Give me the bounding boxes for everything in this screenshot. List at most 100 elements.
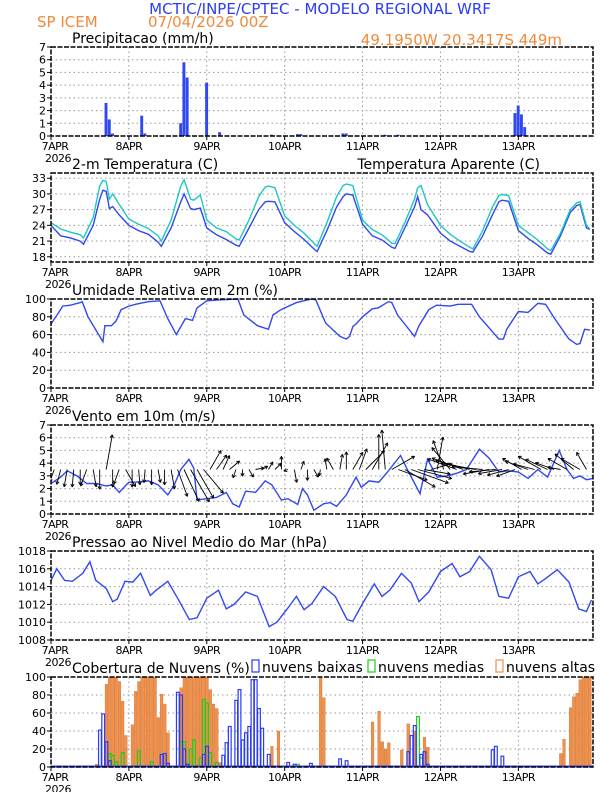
- x-tick-label: 11APR: [346, 266, 380, 279]
- wind-arrow-shaft: [51, 469, 55, 480]
- wind-arrow-head: [576, 451, 580, 455]
- wind-arrow-head: [432, 457, 436, 459]
- wind-arrow-shaft: [248, 469, 254, 478]
- wind-arrow-shaft: [313, 469, 319, 478]
- wind-arrow: [229, 460, 241, 470]
- wind-arrow: [352, 451, 364, 470]
- precip-bar: [516, 105, 520, 136]
- cloud-bar-nuvens-altas: [319, 676, 323, 767]
- precip-bar: [205, 82, 209, 136]
- wind-arrow: [110, 469, 115, 488]
- panel-frame: [50, 298, 594, 389]
- cloud-bar-nuvens-altas: [140, 676, 144, 767]
- wind-arrow-head: [303, 461, 305, 465]
- legend-label: nuvens altas: [506, 660, 595, 676]
- cloud-bar-nuvens-baixas: [162, 752, 167, 767]
- y-tick-label: 1: [39, 495, 46, 508]
- wind-arrow-head: [307, 477, 310, 481]
- wind-arrow-head: [448, 462, 453, 465]
- cloud-bar-nuvens-baixas: [166, 762, 171, 767]
- wind-arrow-head: [345, 451, 349, 456]
- wind-arrow-head: [206, 499, 210, 503]
- y-tick-label: 24: [32, 219, 46, 232]
- x-year-label: 2026: [45, 404, 71, 417]
- wind-arrow-head: [236, 460, 240, 463]
- wind-arrow: [203, 469, 224, 494]
- x-tick-label: 8APR: [115, 266, 143, 279]
- cloud-bar-nuvens-altas: [150, 676, 154, 767]
- cloud-bar-nuvens-baixas: [308, 762, 313, 767]
- precip-bar: [107, 119, 111, 136]
- wind-arrow: [317, 469, 322, 477]
- wind-arrow-head: [63, 483, 67, 488]
- header-title: MCTIC/INPE/CPTEC - MODELO REGIONAL WRF: [149, 0, 491, 18]
- wind-arrow: [547, 465, 561, 470]
- y-tick-label: 1016: [18, 563, 46, 576]
- x-tick-label: 11APR: [346, 644, 380, 657]
- series-line-0: [51, 555, 593, 628]
- wind-arrow: [560, 458, 581, 470]
- precip-bar: [185, 77, 189, 136]
- cloud-bar-nuvens-baixas: [240, 739, 245, 767]
- x-year-label: 2026: [45, 152, 71, 165]
- wind-arrow-head: [113, 481, 117, 485]
- wind-arrow: [371, 442, 389, 470]
- wind-arrow-head: [109, 434, 113, 438]
- wind-arrow-shaft: [324, 458, 328, 470]
- x-tick-label: 9APR: [193, 266, 221, 279]
- wind-arrow-shaft: [398, 469, 428, 481]
- wind-arrow-head: [171, 485, 175, 490]
- x-tick-label: 10APR: [268, 392, 302, 405]
- x-tick-label: 9APR: [193, 771, 221, 784]
- wind-arrow-head: [469, 469, 473, 473]
- wind-arrow: [391, 455, 416, 470]
- panel-title: 2-m Temperatura (C): [72, 157, 218, 173]
- y-tick-label: 4: [39, 79, 46, 92]
- wind-arrow-shaft: [209, 450, 222, 470]
- header-location: 49.1950W 20.3417S 449m: [361, 31, 562, 49]
- cloud-bar-nuvens-altas: [380, 741, 384, 767]
- wind-arrow-shaft: [183, 469, 200, 502]
- cloud-bar-nuvens-baixas: [101, 713, 106, 767]
- wind-arrow-shaft: [496, 469, 516, 477]
- wind-arrow-shaft: [487, 469, 509, 476]
- wind-arrow-shaft: [576, 452, 587, 470]
- wind-arrow-head: [448, 475, 453, 479]
- y-tick-label: 1012: [18, 598, 46, 611]
- cloud-bar-nuvens-baixas: [493, 745, 498, 767]
- header-run: 07/04/2026 00Z: [148, 13, 269, 31]
- cloud-bar-nuvens-baixas: [182, 748, 187, 767]
- wind-arrow-shaft: [63, 469, 68, 487]
- precip-bar: [344, 133, 348, 136]
- wind-arrow-head: [339, 454, 343, 458]
- cloud-bar-nuvens-altas: [166, 732, 170, 767]
- x-tick-label: 13APR: [502, 392, 536, 405]
- y-tick-label: 80: [32, 311, 46, 324]
- cloud-bar-nuvens-altas: [212, 703, 216, 767]
- panel-frame: [50, 424, 594, 515]
- cloud-bar-nuvens-baixas: [253, 679, 258, 767]
- wind-arrow-shaft: [125, 469, 136, 487]
- wind-arrow: [496, 469, 516, 478]
- wind-arrow: [105, 434, 114, 470]
- y-tick-label: 100: [25, 671, 46, 684]
- legend-label: nuvens baixas: [262, 660, 363, 676]
- x-tick-label: 13APR: [502, 771, 536, 784]
- wind-arrow-head: [93, 483, 97, 488]
- wind-arrow-head: [95, 483, 98, 487]
- y-tick-label: 80: [32, 689, 46, 702]
- precip-bar: [341, 133, 345, 136]
- y-tick-label: 33: [32, 172, 46, 185]
- wind-arrow-shaft: [381, 430, 386, 470]
- series-line-0: [51, 298, 590, 346]
- wind-arrow: [130, 469, 135, 488]
- wind-arrow-head: [232, 474, 234, 478]
- wind-arrow-head: [55, 480, 58, 485]
- x-tick-label: 8APR: [115, 644, 143, 657]
- x-tick-label: 12APR: [424, 518, 458, 531]
- wind-arrow-head: [560, 458, 564, 462]
- wind-arrow-head: [441, 461, 445, 464]
- wind-arrow: [313, 469, 319, 478]
- cloud-bar-nuvens-baixas: [256, 707, 261, 767]
- x-tick-label: 11APR: [346, 392, 380, 405]
